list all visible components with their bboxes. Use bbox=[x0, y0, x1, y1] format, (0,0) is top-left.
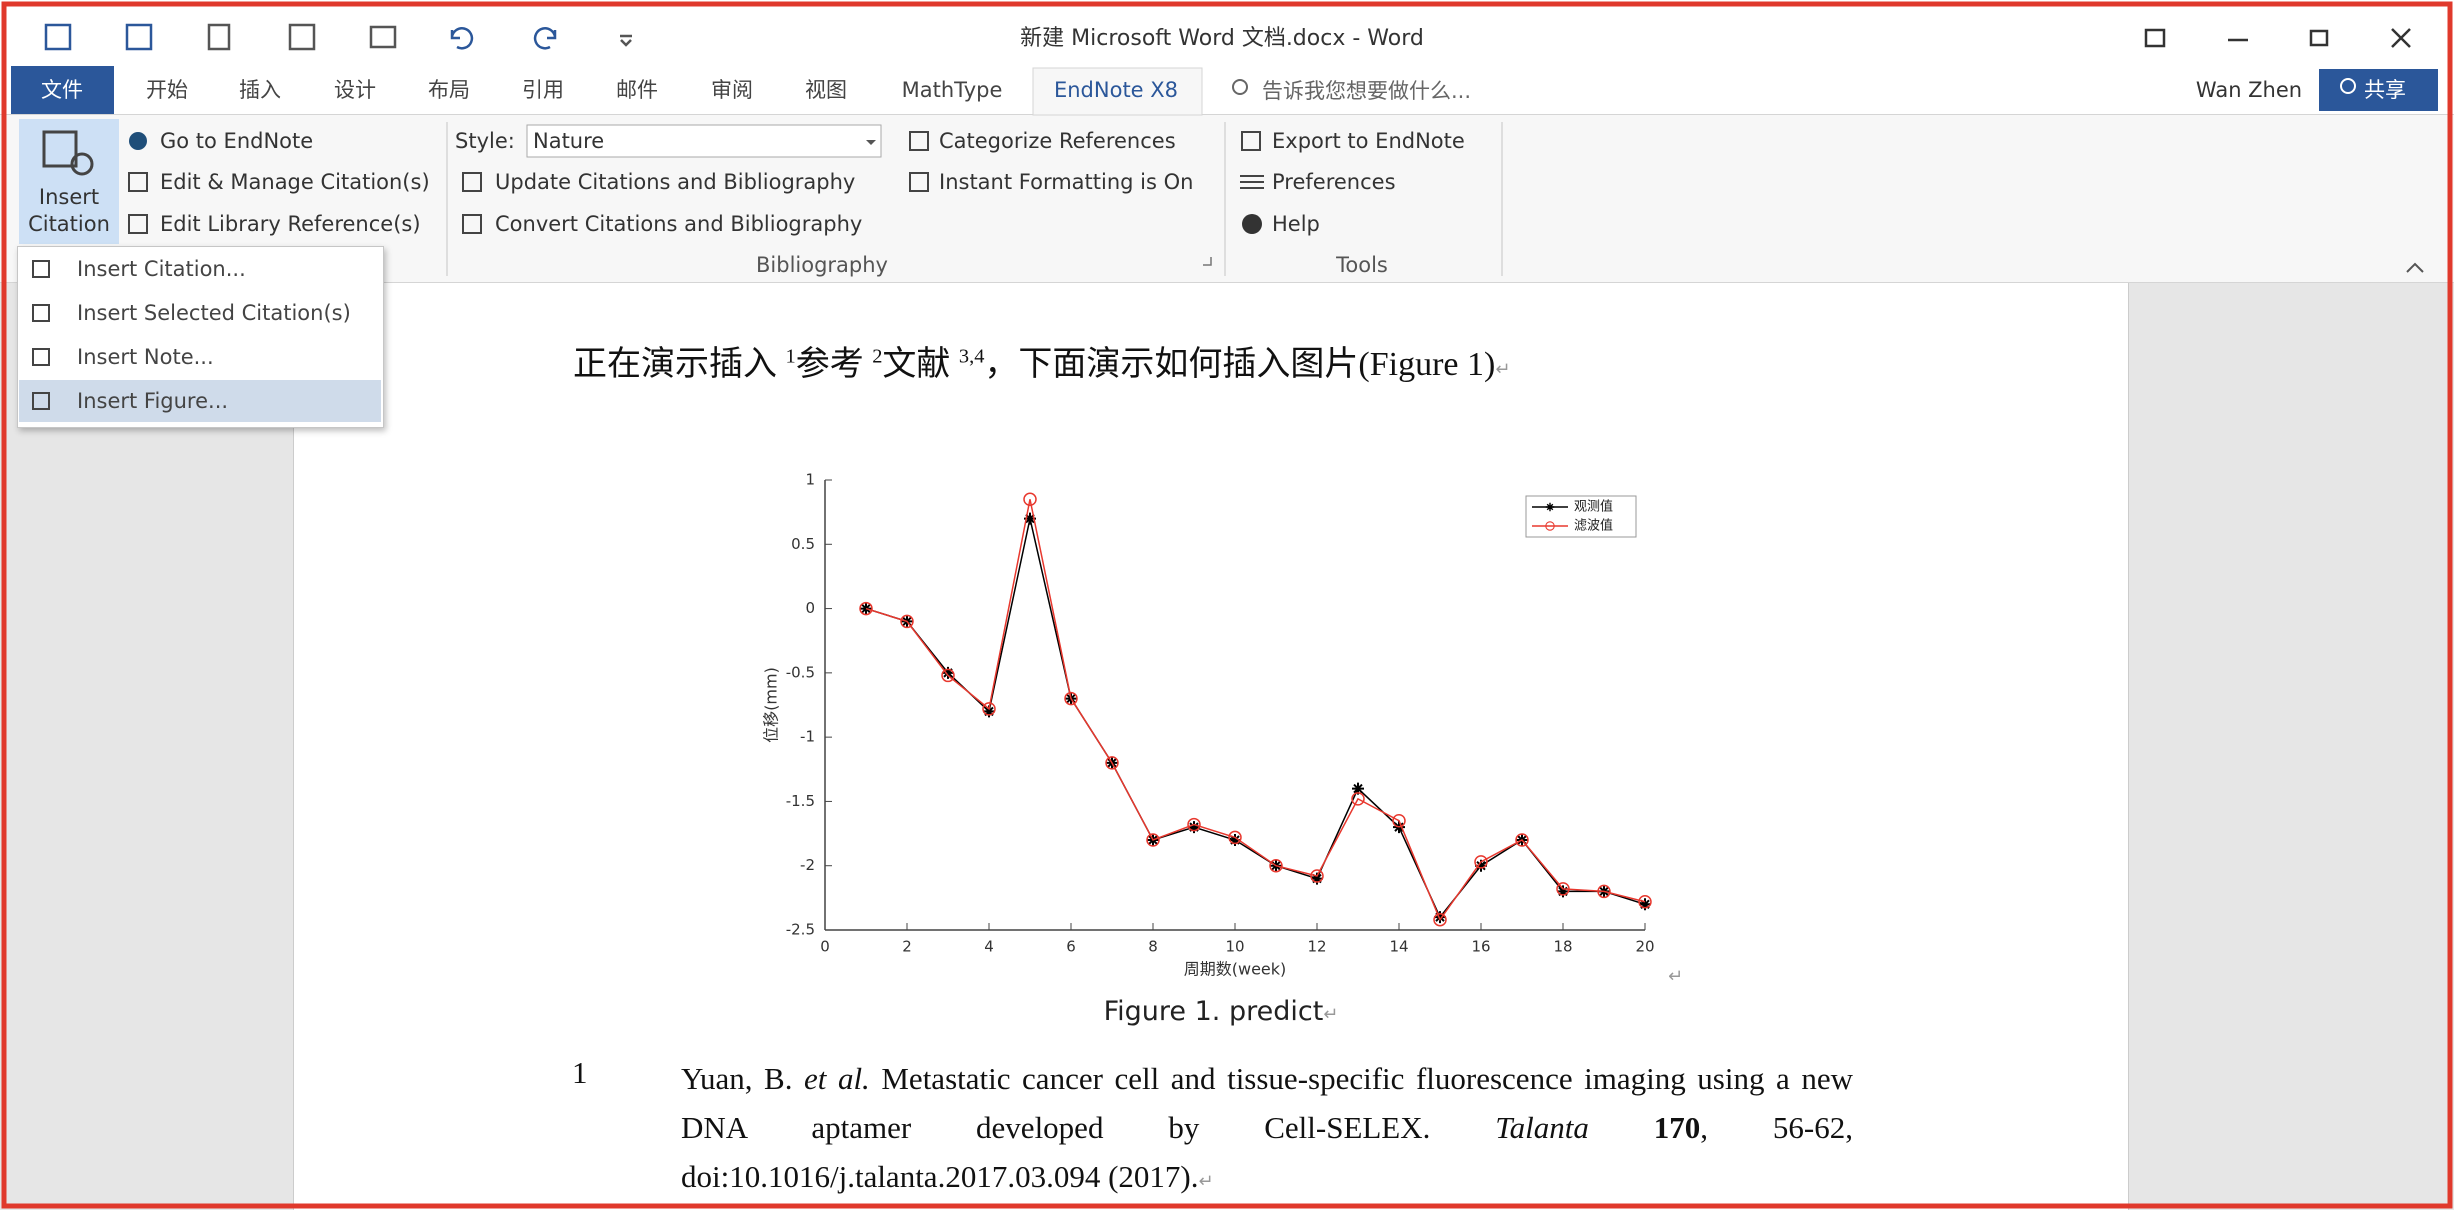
ribbon bbox=[0, 114, 2454, 283]
tell-me[interactable]: 告诉我您想要做什么... bbox=[1262, 79, 1472, 103]
menu-icon bbox=[32, 392, 50, 410]
insert-citation-icon bbox=[70, 152, 94, 176]
tell-me-icon bbox=[1232, 79, 1248, 95]
icon bbox=[1242, 214, 1262, 234]
active-tab-bg[interactable] bbox=[1032, 67, 1203, 116]
insert-citation-bg[interactable] bbox=[19, 119, 119, 244]
ribbon-button[interactable]: Preferences bbox=[1272, 170, 1396, 194]
text: 正在演示插入 bbox=[573, 346, 786, 383]
ribbon-button[interactable]: Edit Library Reference(s) bbox=[160, 212, 421, 236]
tab[interactable]: MathType bbox=[901, 78, 1003, 102]
reference: Yuan, B. et al. Metastatic cancer cell a… bbox=[681, 1054, 1853, 1206]
icon bbox=[909, 172, 929, 192]
menu-icon bbox=[32, 304, 50, 322]
icon bbox=[462, 172, 482, 192]
collapse-ribbon[interactable] bbox=[2406, 262, 2424, 273]
tab[interactable]: EndNote X8 bbox=[1053, 78, 1179, 102]
tab[interactable]: 设计 bbox=[334, 78, 376, 102]
menu-item[interactable]: Insert Citation... bbox=[77, 257, 246, 281]
restore-icon[interactable] bbox=[2309, 29, 2329, 47]
icon bbox=[1241, 131, 1261, 151]
file-tab-bg[interactable] bbox=[11, 66, 114, 114]
text: 170 bbox=[1653, 1110, 1701, 1145]
reference-number: 1 bbox=[572, 1055, 588, 1090]
close-icon[interactable] bbox=[2391, 28, 2411, 48]
tab[interactable]: 插入 bbox=[239, 78, 281, 102]
group-label: Tools bbox=[1336, 253, 1388, 277]
save-icon bbox=[44, 23, 72, 51]
ribbon-button[interactable]: Categorize References bbox=[939, 129, 1176, 153]
ribbon-button[interactable]: Edit & Manage Citation(s) bbox=[160, 170, 430, 194]
window-title: 新建 Microsoft Word 文档.docx - Word bbox=[1020, 26, 1424, 51]
insert-citation-icon bbox=[42, 130, 78, 168]
menu-icon bbox=[32, 348, 50, 366]
group-label: Bibliography bbox=[756, 253, 888, 277]
undo-icon bbox=[450, 27, 474, 50]
citation[interactable]: 2 bbox=[872, 345, 883, 368]
tab[interactable]: 布局 bbox=[428, 78, 470, 102]
style-value[interactable]: Nature bbox=[533, 129, 605, 153]
return-mark: ↵ bbox=[1198, 1171, 1214, 1192]
ribbon-button[interactable]: Help bbox=[1272, 212, 1320, 236]
tab[interactable]: 邮件 bbox=[616, 78, 658, 102]
share[interactable]: 共享 bbox=[2364, 78, 2406, 102]
text: Yuan, B. bbox=[681, 1061, 805, 1096]
text: Metastatic cancer cell and tissue-specif… bbox=[681, 1061, 1853, 1145]
tab[interactable]: 视图 bbox=[805, 78, 847, 102]
tab[interactable]: 审阅 bbox=[711, 78, 753, 102]
ribbon-display-icon[interactable] bbox=[2144, 28, 2166, 48]
menu-item[interactable]: Insert Note... bbox=[77, 345, 214, 369]
icon bbox=[369, 25, 397, 49]
share-bg[interactable] bbox=[2319, 69, 2438, 111]
ribbon-button[interactable]: Instant Formatting is On bbox=[939, 170, 1194, 194]
menu-item[interactable]: Insert Figure... bbox=[77, 389, 229, 413]
citation[interactable]: 3,4 bbox=[958, 345, 985, 368]
icon bbox=[129, 132, 147, 150]
title-bar bbox=[0, 0, 2454, 66]
text: ，下面演示如何插入图片(Figure 1) bbox=[984, 346, 1496, 383]
tab[interactable]: 文件 bbox=[41, 78, 83, 102]
caption: Figure 1. predict↵ bbox=[1104, 996, 1339, 1027]
return-mark: ↵ bbox=[1323, 1004, 1339, 1025]
tab[interactable]: 引用 bbox=[522, 78, 564, 102]
insert-citation[interactable]: Insert Citation bbox=[28, 185, 110, 236]
icon bbox=[207, 23, 231, 51]
icon bbox=[909, 131, 929, 151]
menu-highlight[interactable] bbox=[19, 380, 381, 422]
text: et al. bbox=[804, 1061, 870, 1096]
icon bbox=[1240, 175, 1264, 189]
ribbon-button[interactable]: Update Citations and Bibliography bbox=[495, 170, 856, 194]
dialog-launcher[interactable] bbox=[1203, 257, 1212, 266]
text: Talanta bbox=[1495, 1110, 1589, 1145]
ribbon-button[interactable]: Go to EndNote bbox=[160, 129, 314, 153]
ribbon-button[interactable]: Export to EndNote bbox=[1272, 129, 1465, 153]
return-mark: ↵ bbox=[1668, 966, 1684, 987]
paragraph: 正在演示插入 1参考 2文献 3,4，下面演示如何插入图片(Figure 1)↵ bbox=[573, 336, 1510, 385]
menu-item[interactable]: Insert Selected Citation(s) bbox=[77, 301, 351, 325]
icon bbox=[462, 214, 482, 234]
share-icon bbox=[2340, 78, 2356, 94]
text: 文献 bbox=[882, 346, 959, 383]
text: 参考 bbox=[795, 346, 873, 383]
caption-text: Figure 1. predict bbox=[1103, 996, 1324, 1027]
icon bbox=[128, 172, 148, 192]
menu-icon bbox=[32, 260, 50, 278]
citation[interactable]: 1 bbox=[785, 345, 796, 368]
style-label: Style: bbox=[455, 129, 515, 153]
icon bbox=[128, 214, 148, 234]
tab[interactable]: 开始 bbox=[146, 78, 188, 102]
user-name[interactable]: Wan Zhen bbox=[2195, 78, 2303, 102]
ribbon-button[interactable]: Convert Citations and Bibliography bbox=[495, 212, 863, 236]
icon bbox=[125, 23, 153, 51]
style-dropdown[interactable] bbox=[526, 124, 882, 158]
customize-icon bbox=[620, 34, 632, 47]
icon bbox=[288, 23, 316, 51]
return-mark: ↵ bbox=[1495, 359, 1511, 380]
dropdown-arrow[interactable] bbox=[866, 140, 876, 145]
text: , 56-62, doi:10.1016/j.talanta.2017.03.0… bbox=[681, 1110, 1854, 1194]
redo-icon bbox=[533, 27, 557, 50]
